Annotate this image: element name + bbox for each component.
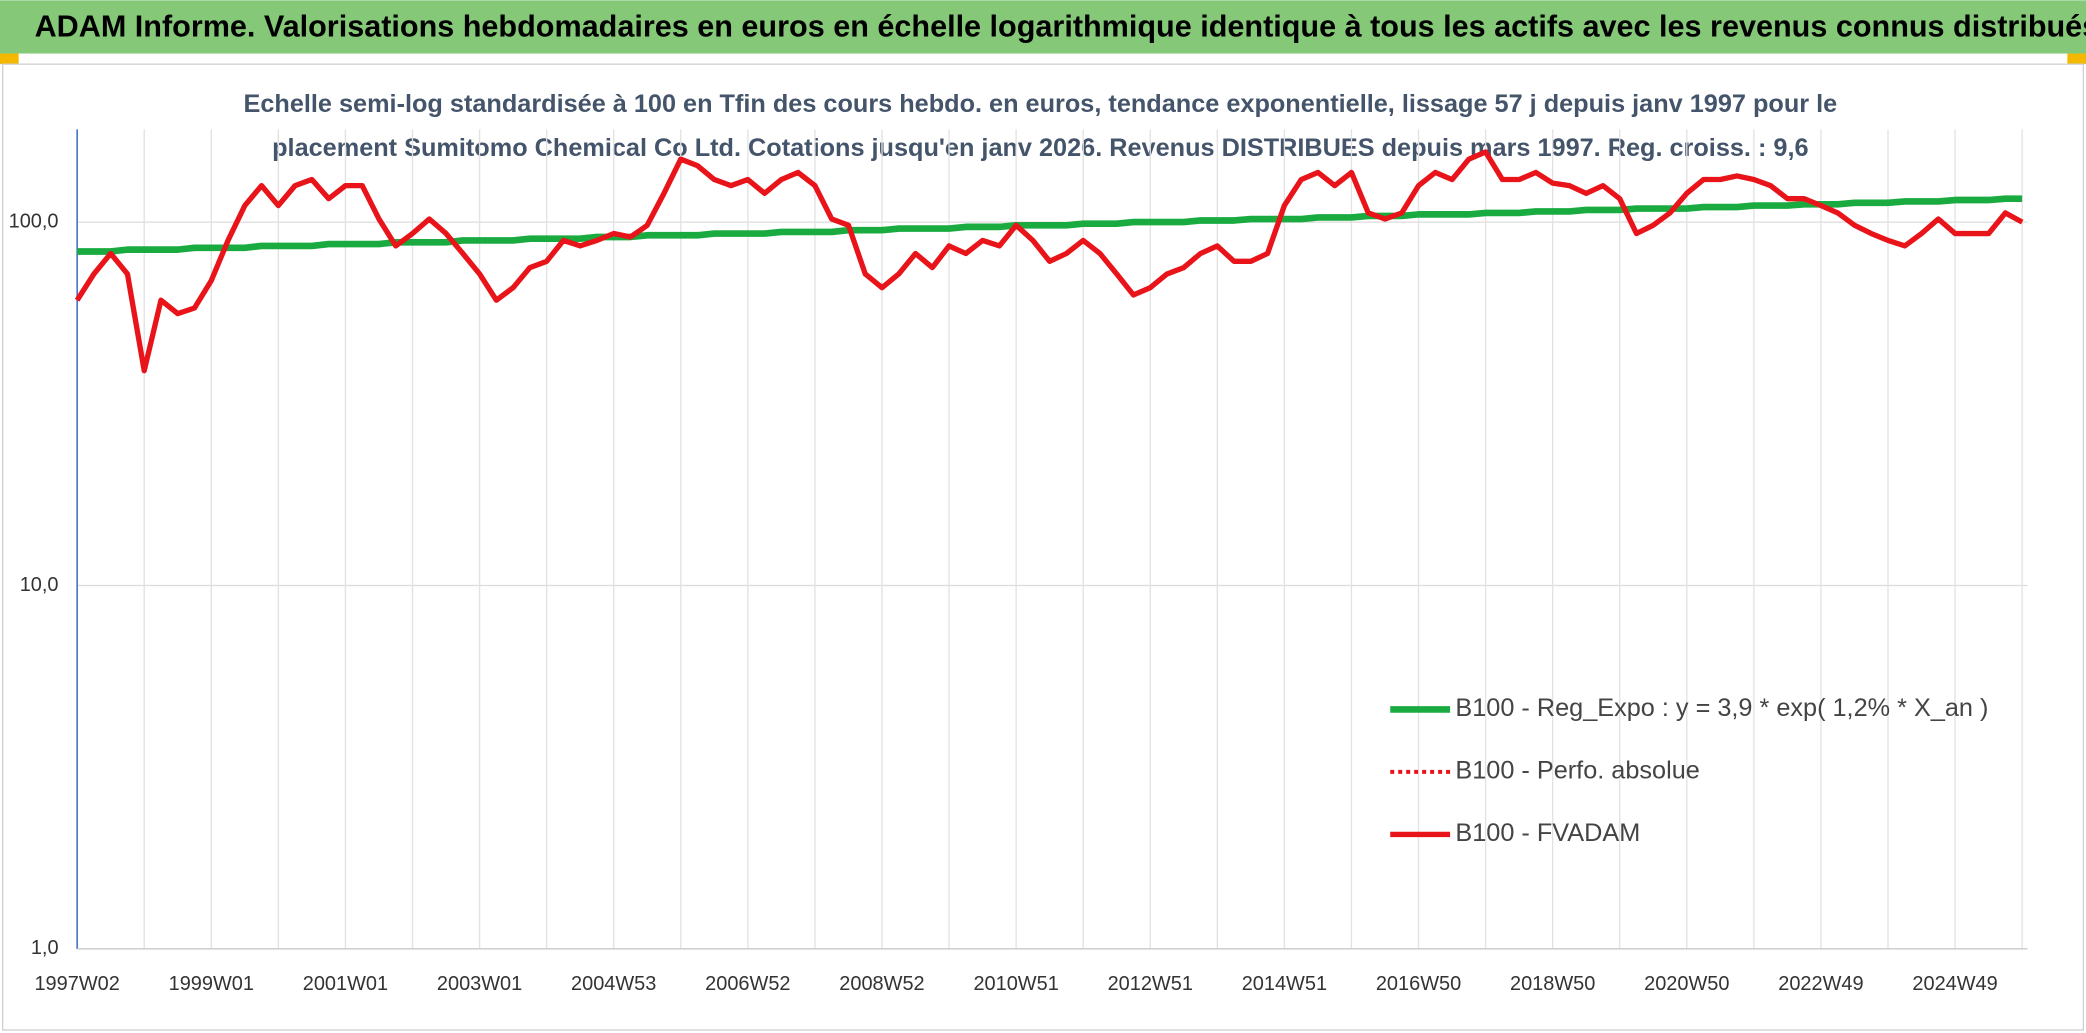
x-tick-label: 2003W01 bbox=[437, 973, 522, 995]
corner-mark bbox=[2067, 53, 2086, 65]
legend-label: B100 - Reg_Expo : y = 3,9 * exp( 1,2% * … bbox=[1455, 694, 1988, 722]
x-tick-label: 1999W01 bbox=[169, 973, 254, 995]
y-tick-label: 100,0 bbox=[9, 210, 59, 232]
chart-subtitle: Echelle semi-log standardisée à 100 en T… bbox=[243, 90, 1837, 118]
x-tick-label: 2010W51 bbox=[973, 973, 1058, 995]
legend-label: B100 - FVADAM bbox=[1455, 819, 1640, 847]
x-tick-label: 2024W49 bbox=[1912, 973, 1997, 995]
corner-mark bbox=[0, 53, 19, 65]
x-tick-label: 2001W01 bbox=[303, 973, 388, 995]
legend: B100 - Reg_Expo : y = 3,9 * exp( 1,2% * … bbox=[1390, 694, 1988, 847]
x-tick-label: 2018W50 bbox=[1510, 973, 1595, 995]
x-tick-label: 1997W02 bbox=[34, 973, 119, 995]
x-tick-label: 2012W51 bbox=[1108, 973, 1193, 995]
x-tick-label: 2014W51 bbox=[1242, 973, 1327, 995]
series-line bbox=[74, 149, 2024, 374]
chart-subtitle: placement Sumitomo Chemical Co Ltd. Cota… bbox=[272, 134, 1808, 162]
y-tick-label: 1,0 bbox=[31, 937, 59, 959]
y-tick-label: 10,0 bbox=[20, 574, 59, 596]
header-bar bbox=[0, 0, 2086, 54]
chart-title: ADAM Informe. Valorisations hebdomadaire… bbox=[35, 9, 2086, 43]
plot bbox=[74, 149, 2024, 374]
x-tick-label: 2020W50 bbox=[1644, 973, 1729, 995]
plot-frame bbox=[1, 63, 2085, 1031]
x-tick-label: 2022W49 bbox=[1778, 973, 1863, 995]
x-tick-label: 2004W53 bbox=[571, 973, 656, 995]
x-tick-label: 2008W52 bbox=[839, 973, 924, 995]
legend-label: B100 - Perfo. absolue bbox=[1455, 757, 1699, 785]
x-tick-label: 2016W50 bbox=[1376, 973, 1461, 995]
grid: 1,0 10,0 100,0 1997W02 1999W01 2001W01 2003W01… bbox=[9, 129, 2028, 995]
x-tick-label: 2006W52 bbox=[705, 973, 790, 995]
